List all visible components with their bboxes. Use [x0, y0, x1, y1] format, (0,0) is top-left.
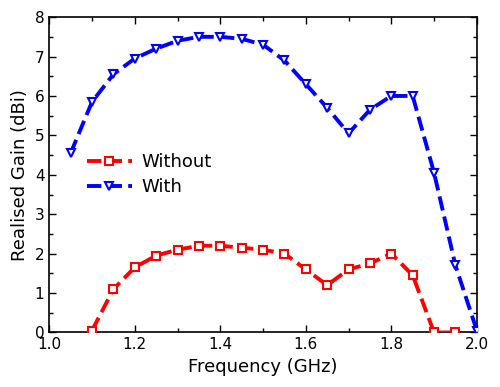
Line: Without: Without — [88, 242, 460, 336]
Without — [238, 245, 244, 250]
With — [68, 151, 73, 156]
Without — [196, 243, 202, 248]
Legend: Without, With: Without, With — [80, 146, 218, 204]
With — [410, 94, 416, 98]
Without — [388, 251, 394, 256]
With — [303, 82, 309, 86]
Without — [410, 273, 416, 277]
Without — [452, 330, 458, 335]
X-axis label: Frequency (GHz): Frequency (GHz) — [188, 358, 338, 376]
With — [346, 131, 352, 136]
Without — [218, 243, 224, 248]
Without — [324, 283, 330, 288]
Without — [89, 328, 95, 333]
Without — [282, 251, 288, 256]
With — [324, 105, 330, 110]
With — [153, 46, 159, 51]
Without — [346, 267, 352, 272]
Y-axis label: Realised Gain (dBi): Realised Gain (dBi) — [11, 89, 29, 261]
With — [388, 94, 394, 98]
With — [89, 99, 95, 104]
With — [452, 263, 458, 268]
With — [196, 34, 202, 39]
With — [431, 171, 437, 175]
Without — [110, 287, 116, 291]
With — [238, 36, 244, 41]
Without — [303, 267, 309, 272]
Without — [260, 247, 266, 252]
With — [218, 34, 224, 39]
Without — [431, 330, 437, 335]
With — [260, 43, 266, 47]
Without — [153, 253, 159, 258]
With — [110, 72, 116, 77]
With — [367, 108, 373, 112]
With — [282, 58, 288, 63]
Without — [132, 265, 138, 270]
Line: With: With — [67, 33, 480, 334]
With — [474, 328, 480, 333]
With — [174, 38, 180, 43]
Without — [174, 247, 180, 252]
Without — [367, 261, 373, 266]
With — [132, 56, 138, 61]
